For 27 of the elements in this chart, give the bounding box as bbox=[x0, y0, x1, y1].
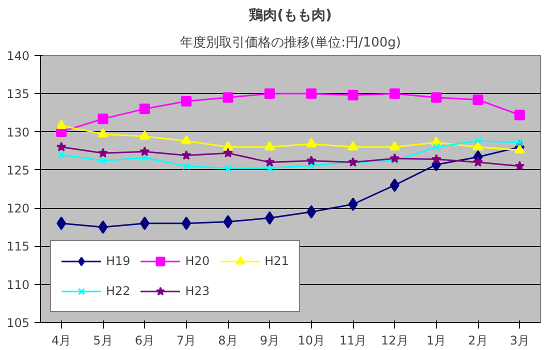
y-tick-label: 140 bbox=[6, 49, 30, 63]
x-tick-label: 3月 bbox=[510, 334, 530, 348]
y-tick-label: 135 bbox=[6, 87, 30, 102]
x-tick-label: 2月 bbox=[468, 334, 488, 348]
x-tick-label: 11月 bbox=[339, 334, 367, 348]
legend-label: H21 bbox=[264, 254, 289, 268]
x-tick-label: 8月 bbox=[218, 334, 238, 348]
y-tick-label: 125 bbox=[6, 163, 30, 178]
y-tick-label: 120 bbox=[6, 202, 30, 216]
legend-label: H23 bbox=[185, 284, 210, 298]
x-tick-label: 1月 bbox=[426, 334, 446, 348]
x-tick-label: 6月 bbox=[134, 334, 154, 348]
x-tick-label: 10月 bbox=[298, 334, 325, 348]
x-tick-label: 5月 bbox=[93, 334, 113, 348]
legend-label: H20 bbox=[185, 254, 210, 268]
y-tick-label: 115 bbox=[6, 240, 30, 254]
y-tick-label: 105 bbox=[6, 316, 30, 330]
x-tick-label: 9月 bbox=[260, 334, 280, 348]
legend-label: H22 bbox=[106, 284, 130, 298]
x-tick-label: 7月 bbox=[176, 334, 196, 348]
y-tick-label: 110 bbox=[6, 278, 30, 292]
chart-title: 鶏肉(もも肉) bbox=[248, 8, 332, 24]
chart-subtitle: 年度別取引価格の推移(単位:円/100g) bbox=[180, 34, 401, 50]
y-tick-label: 130 bbox=[6, 125, 30, 140]
x-tick-label: 4月 bbox=[52, 334, 72, 348]
x-tick-label: 12月 bbox=[381, 334, 408, 348]
legend-label: H19 bbox=[106, 254, 130, 268]
